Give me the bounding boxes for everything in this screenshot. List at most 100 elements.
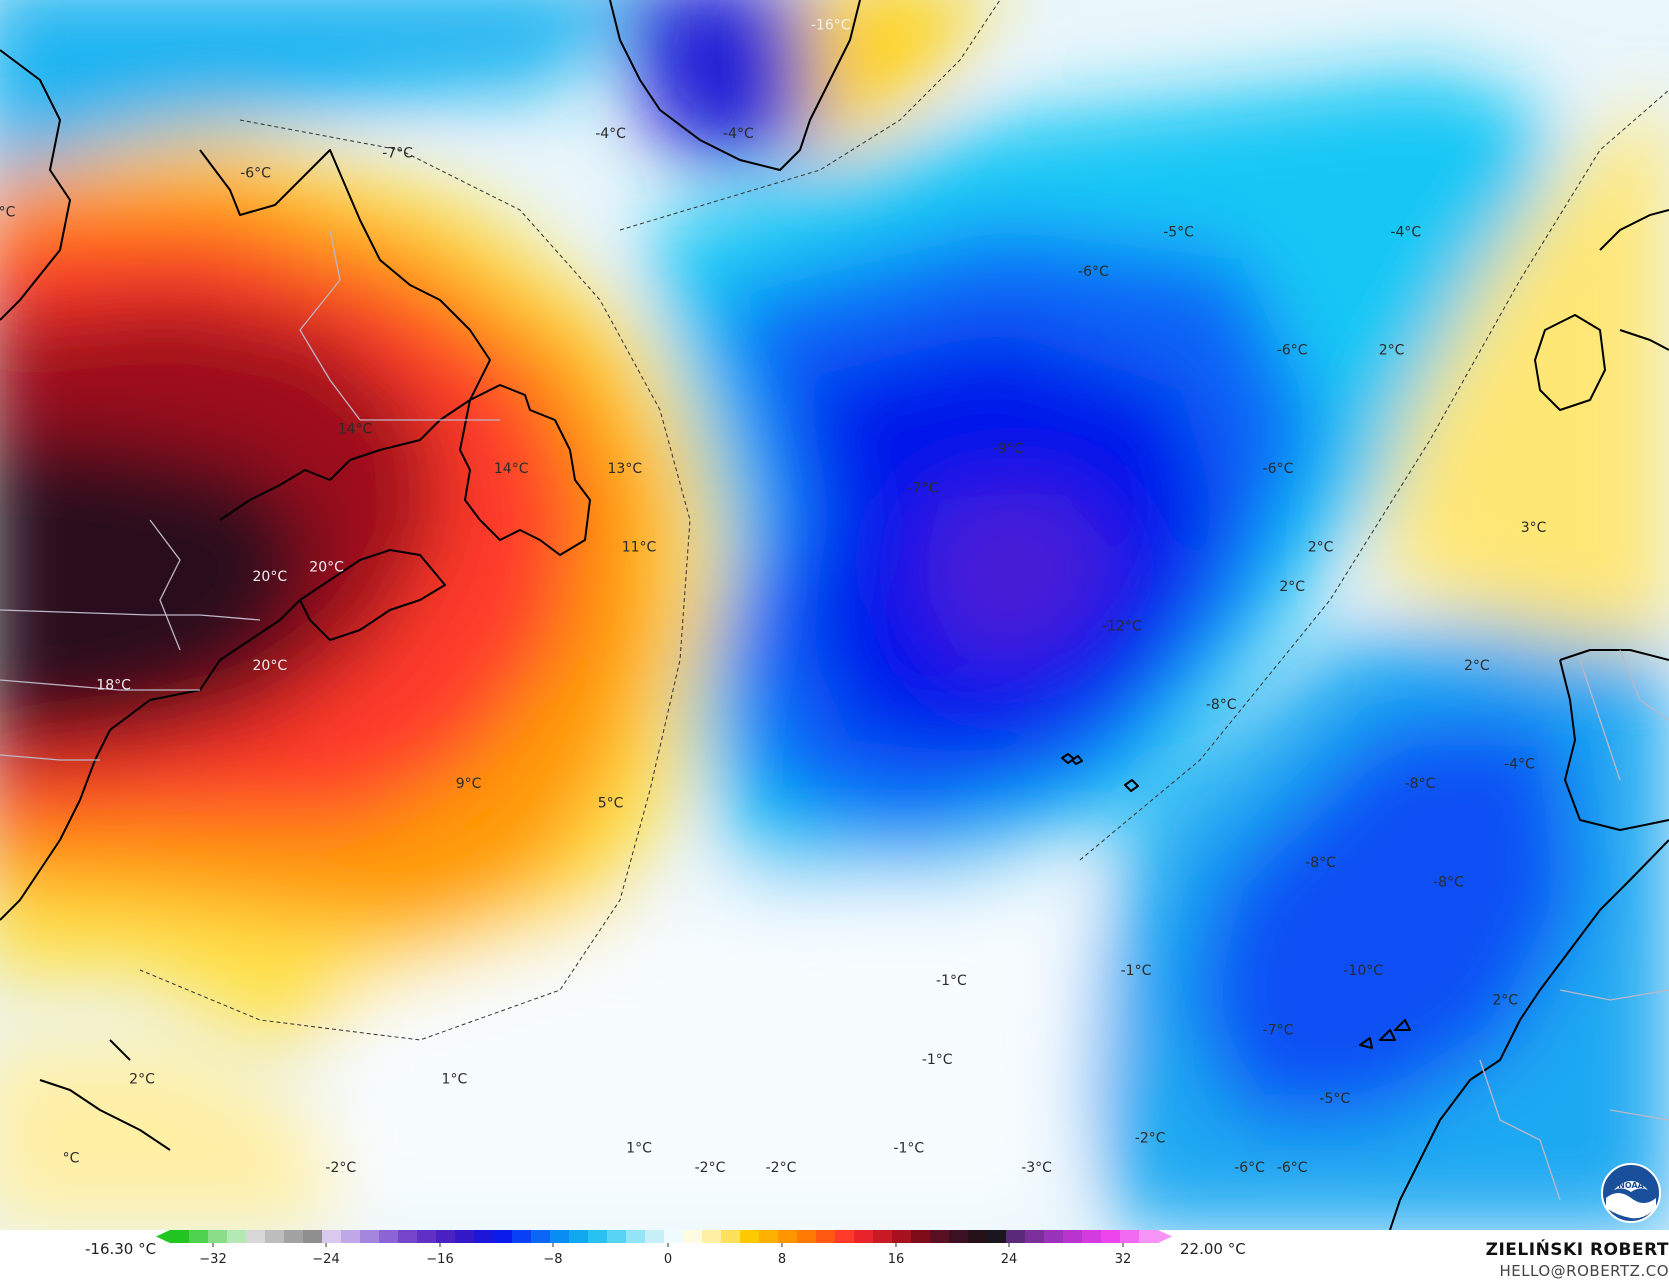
coastline-canaries [1359, 1019, 1411, 1049]
footer: −32 −24 −16 −8 0 8 16 24 32 -16.30 °C 22.00 °C Z… [0, 1230, 1669, 1287]
cold-anomaly-labrador [0, 0, 626, 175]
colorbar-cell [1082, 1230, 1102, 1243]
map-label: -2°C [325, 1160, 356, 1176]
map-label: 20°C [309, 559, 344, 575]
colorbar-cell [379, 1230, 399, 1243]
colorbar-cell [949, 1230, 969, 1243]
author-name: ZIELIŃSKI ROBERT [1485, 1240, 1669, 1260]
colorbar-tick-label: 0 [664, 1252, 672, 1267]
cold-anomaly-center [920, 490, 1120, 660]
coastline-cuba-bahamas [39, 1039, 171, 1151]
colorbar-cell [778, 1230, 798, 1243]
map-label: -4°C [1390, 224, 1421, 240]
temperature-anomaly-field [0, 0, 1669, 1230]
colorbar-cell [626, 1230, 646, 1243]
colorbar-max-label: 22.00 °C [1180, 1240, 1246, 1258]
colorbar-ticks: −32 −24 −16 −8 0 8 16 24 32 [199, 1243, 1131, 1267]
map-label: -8°C [1433, 875, 1464, 891]
colorbar-cell [854, 1230, 874, 1243]
near-zero-subtropics [300, 880, 1100, 1230]
colorbar-cell [759, 1230, 779, 1243]
coastline-britain [1599, 209, 1669, 351]
colorbar-cell [740, 1230, 760, 1243]
author-email: HELLO@ROBERTZ.CO [1499, 1262, 1669, 1280]
map-label: -8°C [1305, 855, 1336, 871]
colorbar-cell [170, 1230, 190, 1243]
coastline-greenland [609, 0, 861, 171]
map-label: -16°C [811, 18, 851, 34]
colorbar-cell [816, 1230, 836, 1243]
colorbar-cell [550, 1230, 570, 1243]
warm-anomaly-caribbean [0, 1040, 340, 1230]
coastlines [0, 0, 1669, 1230]
map-label: 5°C [598, 796, 624, 812]
map-label: -3°C [1021, 1160, 1052, 1176]
colorbar-cell [569, 1230, 589, 1243]
colorbar-cell [1063, 1230, 1083, 1243]
coastline-ireland [1534, 314, 1606, 411]
colorbar-cell [702, 1230, 722, 1243]
noaa-logo-bird [1614, 1181, 1648, 1192]
colorbar-tick-label: −32 [199, 1252, 226, 1267]
anomaly-map: -16°C -4°C -4°C -7°C -6°C -6°C -5°C -4°C -6°C -6°… [0, 0, 1669, 1230]
colorbar-cell [930, 1230, 950, 1243]
map-label: -8°C [1405, 776, 1436, 792]
map-label: 14°C [494, 461, 529, 477]
map-label: -7°C [908, 481, 939, 497]
map-label: -6°C [0, 205, 16, 221]
map-label: 2°C [1308, 540, 1334, 556]
cold-anomaly-greenland [623, 0, 820, 170]
warm-greenland-east [802, 0, 987, 160]
colorbar-cell [474, 1230, 494, 1243]
map-label: -4°C [595, 126, 626, 142]
map-label: 18°C [96, 678, 131, 694]
colorbar-cell [835, 1230, 855, 1243]
colorbar-cell [1025, 1230, 1045, 1243]
map-label: 1°C [626, 1141, 652, 1157]
map-label: -6°C [1277, 343, 1308, 359]
map-label: 20°C [253, 569, 288, 585]
map-label: -1°C [1121, 963, 1152, 979]
colorbar-cell [322, 1230, 342, 1243]
cold-anomaly-eastern-atlantic-blue [1190, 720, 1580, 1120]
map-label: 1°C [442, 1072, 468, 1088]
zero-anomaly-contours [139, 0, 1669, 1041]
colorbar-cell [303, 1230, 323, 1243]
coastline-maritimes [299, 549, 446, 641]
colorbar-cell [987, 1230, 1007, 1243]
colorbar-right-arrow [1158, 1230, 1172, 1243]
political-borders [0, 229, 1669, 1201]
map-label: 3°C [1521, 520, 1547, 536]
colorbar-min-label: -16.30 °C [85, 1240, 156, 1258]
colorbar-cell [1044, 1230, 1064, 1243]
map-label: °C [63, 1150, 80, 1166]
colorbar-cell [284, 1230, 304, 1243]
coastline-us-east [0, 599, 301, 921]
colorbar-cell [436, 1230, 456, 1243]
colorbar-cell [1101, 1230, 1121, 1243]
colorbar-cell [360, 1230, 380, 1243]
map-label: -4°C [723, 126, 754, 142]
noaa-logo-text: NOAA [1618, 1181, 1644, 1190]
colorbar-cell [512, 1230, 532, 1243]
colorbar-cell [265, 1230, 285, 1243]
map-label: -1°C [893, 1141, 924, 1157]
noaa-logo: NOAA [1601, 1163, 1661, 1223]
colorbar-cell [417, 1230, 437, 1243]
warm-anomaly-europe [1380, 100, 1669, 640]
colorbar-tick-label: 16 [888, 1252, 905, 1267]
colorbar-tick-label: −8 [543, 1252, 562, 1267]
colorbar-cell [664, 1230, 684, 1243]
map-label: -1°C [922, 1052, 953, 1068]
map-label: -1°C [936, 973, 967, 989]
map-label: -10°C [1343, 963, 1383, 979]
coastline-labrador-quebec [0, 49, 491, 521]
colorbar-cell [607, 1230, 627, 1243]
map-label: -7°C [1263, 1022, 1294, 1038]
colorbar-cell [493, 1230, 513, 1243]
map-label: -2°C [766, 1160, 797, 1176]
map-label: -6°C [240, 165, 271, 181]
colorbar-cell [873, 1230, 893, 1243]
map-label: 13°C [608, 461, 643, 477]
colorbar-tick-label: 8 [778, 1252, 786, 1267]
